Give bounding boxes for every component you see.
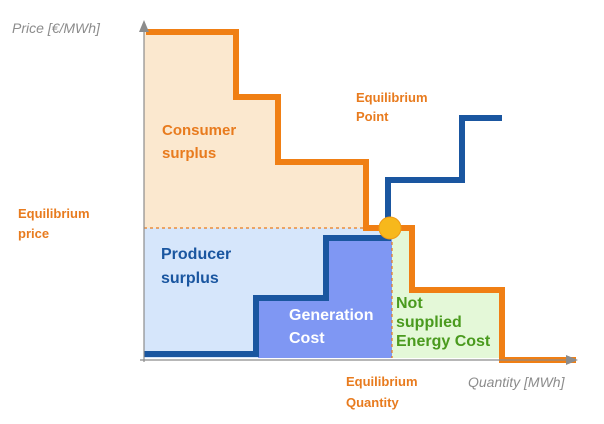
equilibrium-price-label: Equilibrium price: [18, 206, 93, 241]
producer-surplus-label: Producer surplus: [161, 246, 236, 287]
generation-cost-label: Generation Cost: [289, 307, 378, 347]
equilibrium-point-marker: [378, 216, 402, 240]
y-axis-arrow: [139, 20, 149, 32]
consumer-surplus-label: Consumer surplus: [162, 122, 240, 162]
supply-curve: [144, 115, 502, 357]
x-axis-label: Quantity [MWh]: [468, 374, 566, 390]
not-supplied-energy-label: Not supplied Energy Cost: [396, 295, 491, 350]
demand-curve: [146, 29, 576, 363]
consumer-surplus-area: [144, 32, 366, 228]
x-axis-arrow: [566, 355, 578, 365]
y-axis-label: Price [€/MWh]: [12, 20, 101, 36]
equilibrium-quantity-label: Equilibrium Quantity: [346, 374, 421, 410]
equilibrium-point-label: Equilibrium Point: [356, 90, 431, 124]
